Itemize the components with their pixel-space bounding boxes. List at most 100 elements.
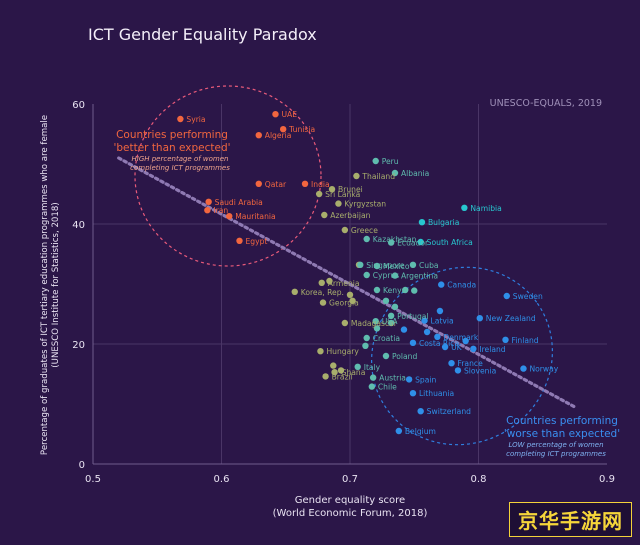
point-belgium	[395, 427, 403, 435]
point-label-peru: Peru	[382, 157, 399, 166]
point-denmark	[434, 333, 441, 340]
point-label-ecuador: Ecuador	[397, 239, 429, 248]
point-label-tunisia: Tunisia	[288, 125, 315, 134]
point-unlabeled	[400, 326, 408, 333]
axes	[92, 104, 607, 465]
point-india	[301, 180, 309, 187]
point-label-algeria: Algeria	[265, 131, 292, 140]
worse-annotation-title-2: 'worse than expected'	[504, 428, 620, 440]
y-tick-label: 20	[72, 340, 85, 351]
point-bulgaria	[418, 219, 426, 226]
point-namibia	[461, 204, 468, 211]
point-brazil	[322, 373, 329, 380]
point-italy	[354, 363, 361, 370]
point-label-kyrgyzstan: Kyrgyzstan	[344, 200, 386, 209]
point-label-kenya: Kenya	[383, 286, 406, 295]
point-label-norway: Norway	[529, 365, 558, 374]
point-azerbaijan	[321, 211, 328, 219]
point-cyprus	[363, 271, 370, 279]
point-saudi-arabia	[205, 198, 212, 205]
x-tick-label: 0.7	[342, 474, 358, 485]
point-label-cyprus: Cyprus	[373, 271, 400, 280]
point-label-greece: Greece	[351, 226, 378, 235]
y-tick-label: 40	[72, 220, 85, 231]
point-south-africa	[417, 238, 424, 246]
point-label-namibia: Namibia	[470, 204, 501, 213]
point-unlabeled	[423, 328, 431, 336]
point-label-latvia: Latvia	[431, 317, 454, 326]
point-label-mauritania: Mauritania	[235, 212, 275, 221]
point-label-ghana: Ghana	[341, 368, 366, 377]
point-chile	[368, 383, 376, 390]
point-costa-rica	[409, 339, 417, 346]
point-madagascar	[341, 319, 349, 327]
point-albania	[391, 169, 399, 177]
point-portugal	[387, 312, 395, 319]
point-sweden	[503, 292, 510, 300]
point-austria	[369, 374, 377, 381]
point-armenia	[318, 279, 325, 286]
x-tick-label: 0.9	[599, 474, 615, 485]
y-axis-sublabel: (UNESCO Institute for Statistics, 2018)	[51, 202, 61, 367]
point-label-hungary: Hungary	[326, 347, 359, 356]
point-norway	[520, 365, 527, 372]
x-axis-sublabel: (World Economic Forum, 2018)	[273, 508, 428, 519]
point-unlabeled	[382, 297, 390, 304]
point-label-saudi-arabia: Saudi Arabia	[215, 198, 263, 207]
point-uae	[272, 111, 279, 118]
point-syria	[177, 115, 184, 123]
x-axis-label: Gender equality score	[295, 495, 405, 506]
point-korea-rep	[291, 288, 298, 295]
point-unlabeled	[402, 286, 409, 294]
point-croatia	[363, 334, 370, 342]
x-tick-label: 0.8	[471, 474, 487, 485]
watermark-logo: 京华手游网	[509, 502, 632, 537]
point-label-lithuania: Lithuania	[419, 389, 454, 398]
point-georgia	[319, 299, 327, 306]
grid-lines	[93, 104, 607, 464]
point-label-qatar: Qatar	[265, 180, 287, 189]
point-label-ireland: Ireland	[479, 345, 505, 354]
point-lithuania	[409, 390, 417, 397]
trend-line	[117, 156, 577, 409]
point-unlabeled	[387, 319, 395, 327]
point-ghana	[331, 369, 338, 376]
point-egypt	[236, 237, 243, 244]
worse-than-expected-ellipse	[371, 266, 553, 446]
point-label-albania: Albania	[401, 169, 429, 178]
point-label-india: India	[311, 180, 330, 189]
point-kyrgyzstan	[335, 200, 342, 207]
point-unlabeled	[330, 362, 337, 369]
x-tick-label: 0.5	[85, 474, 101, 485]
point-thailand	[353, 172, 360, 180]
point-unlabeled	[436, 307, 444, 315]
point-greece	[341, 226, 349, 234]
point-sri-lanka	[315, 190, 323, 198]
point-label-iran: Iran	[213, 206, 228, 215]
point-mauritania	[226, 213, 233, 220]
point-qatar	[255, 180, 262, 187]
point-label-cuba: Cuba	[419, 261, 439, 270]
better-annotation-sub-2: completing ICT programmes	[130, 164, 230, 172]
worse-annotation-title-1: Countries performing	[506, 415, 618, 427]
point-label-spain: Spain	[415, 375, 436, 384]
point-label-bulgaria: Bulgaria	[428, 218, 460, 227]
point-ireland	[470, 345, 477, 352]
y-axis-label: Percentage of graduates of ICT tertiary …	[40, 115, 50, 455]
point-unlabeled	[362, 342, 369, 349]
point-tunisia	[279, 126, 287, 133]
point-label-portugal: Portugal	[397, 312, 428, 321]
point-label-france: France	[458, 359, 484, 368]
point-label-sweden: Sweden	[513, 292, 543, 301]
point-unlabeled	[391, 303, 399, 310]
point-brunei	[328, 186, 336, 193]
point-label-brunei: Brunei	[338, 185, 363, 194]
point-label-italy: Italy	[364, 363, 381, 372]
point-label-switzerland: Switzerland	[427, 407, 471, 416]
point-argentina	[391, 272, 399, 279]
point-label-chile: Chile	[378, 383, 397, 392]
point-label-slovenia: Slovenia	[464, 366, 496, 375]
point-label-korea-rep: Korea, Rep.	[301, 288, 344, 297]
